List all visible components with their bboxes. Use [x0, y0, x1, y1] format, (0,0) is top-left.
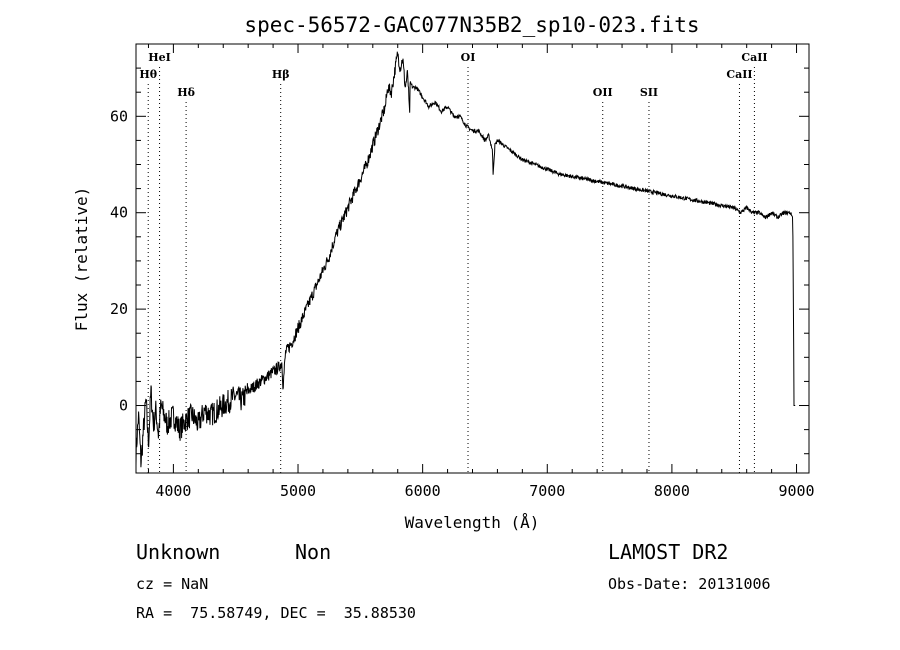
spectral-subclass: Non [295, 540, 332, 564]
x-tick-label: 7000 [529, 482, 565, 500]
spectral-class: Unknown [136, 540, 221, 564]
x-tick-label: 9000 [778, 482, 814, 500]
spectrum-line [135, 51, 796, 468]
x-tick-label: 4000 [155, 482, 191, 500]
spectral-line-label: OII [593, 86, 613, 99]
y-tick-label: 20 [110, 300, 128, 318]
spectral-line-label: OI [461, 51, 476, 64]
spectral-line-label: Hδ [177, 86, 195, 99]
spectral-line-label: CaII [741, 51, 767, 64]
plot-frame [135, 43, 810, 474]
survey-label: LAMOST DR2 [608, 540, 729, 564]
x-axis-label: Wavelength (Å) [405, 513, 540, 532]
y-tick-label: 60 [110, 107, 128, 125]
spectral-line-label: Hβ [272, 68, 290, 81]
obs-date: Obs-Date: 20131006 [608, 575, 771, 593]
spectral-line-label: Hθ [139, 68, 157, 81]
spectral-line-label: HeI [148, 51, 171, 64]
y-tick-label: 0 [119, 397, 128, 415]
axis-ticks: 4000 5000 6000 7000 8000 9000 0 20 40 60 [110, 44, 815, 500]
ra-dec: RA = 75.58749, DEC = 35.88530 [136, 604, 416, 622]
y-tick-label: 40 [110, 204, 128, 222]
y-axis-label: Flux (relative) [72, 187, 91, 332]
spectral-line-label: CaII [726, 68, 752, 81]
x-tick-label: 5000 [280, 482, 316, 500]
spectral-line-markers: HeI Hθ Hδ Hβ OI OII SII CaII CaII [139, 51, 768, 473]
chart-title: spec-56572-GAC077N35B2_sp10-023.fits [244, 13, 699, 37]
x-tick-label: 8000 [654, 482, 690, 500]
x-tick-label: 6000 [405, 482, 441, 500]
spectral-line-label: SII [640, 86, 658, 99]
redshift-cz: cz = NaN [136, 575, 209, 593]
